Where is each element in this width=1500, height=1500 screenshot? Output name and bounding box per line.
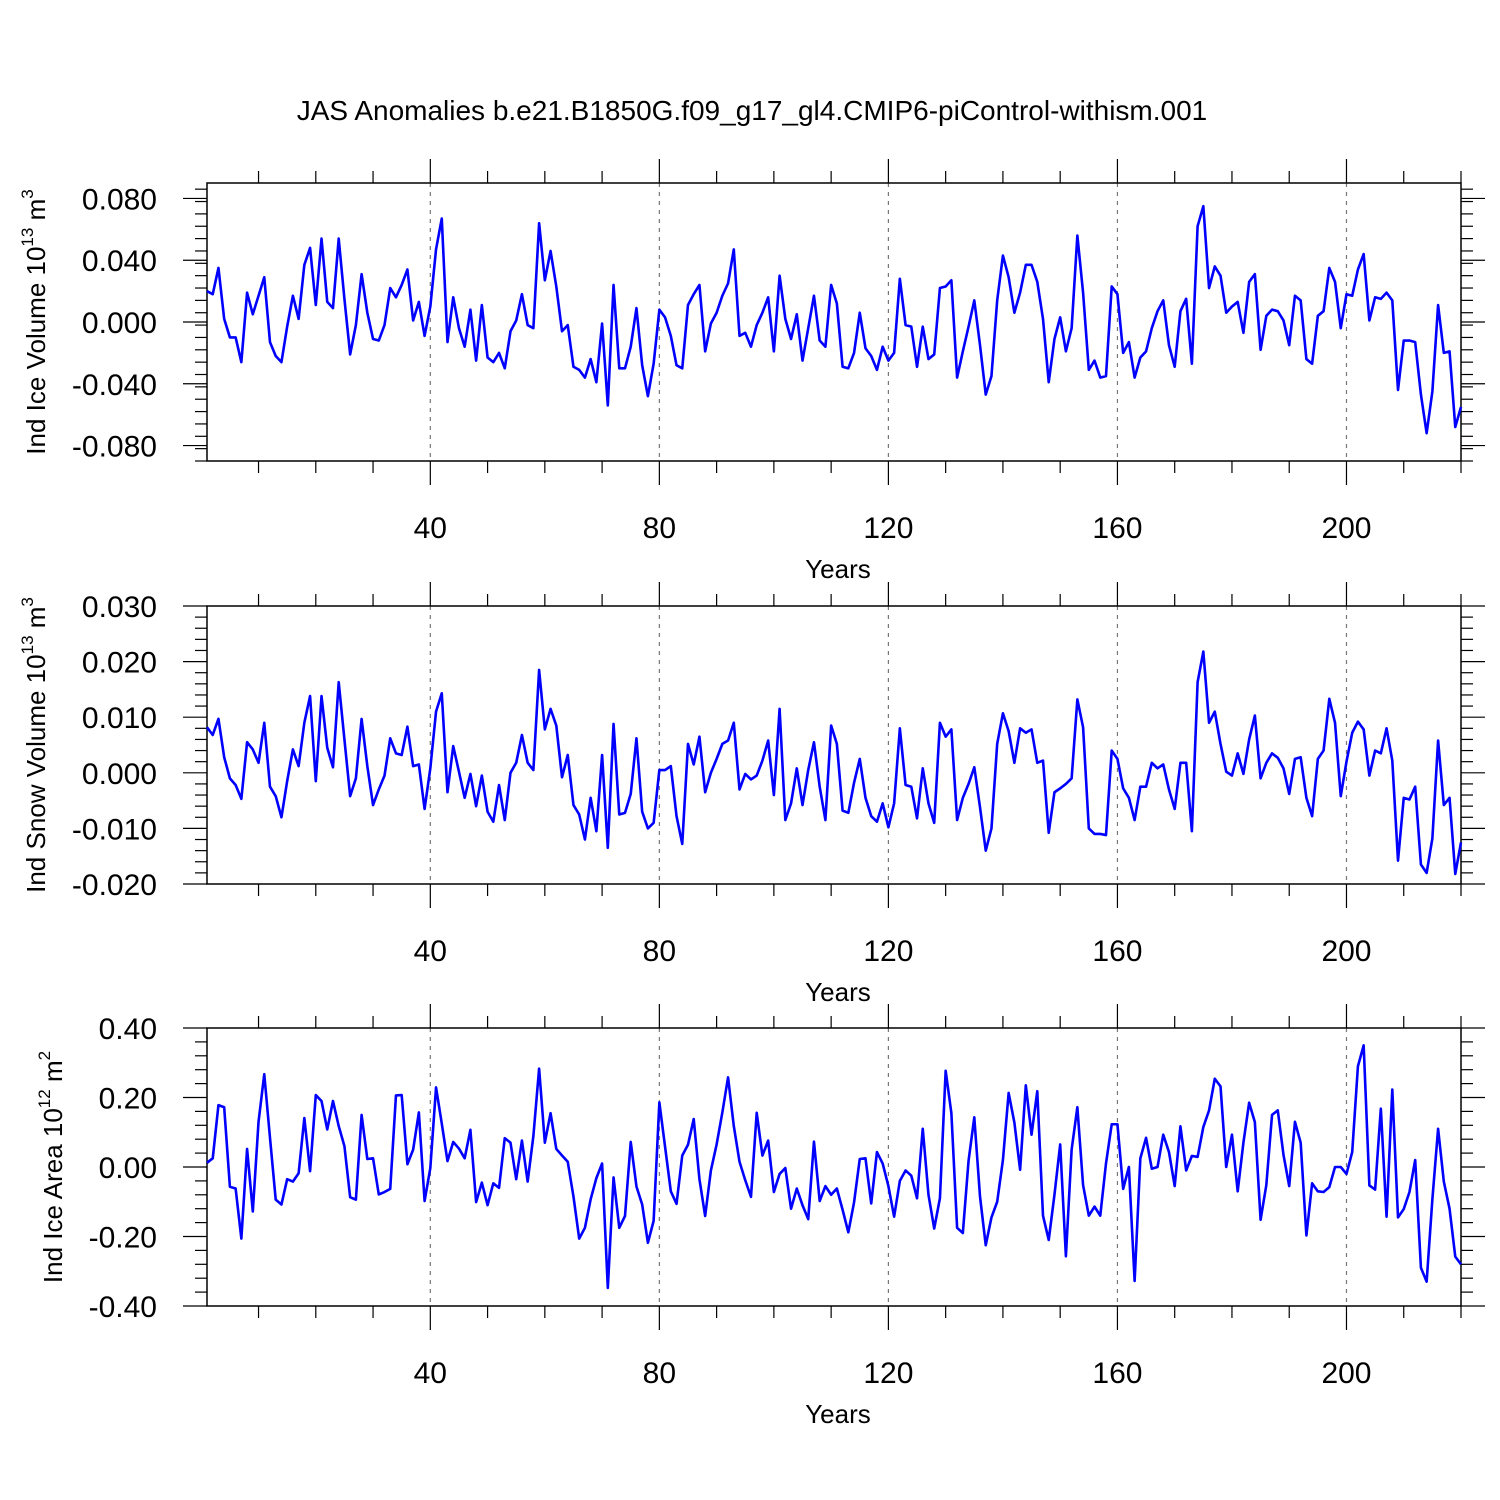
x-axis-label: Years xyxy=(805,1399,871,1429)
series-line xyxy=(206,1044,1463,1290)
y-tick-label: -0.080 xyxy=(72,431,157,464)
y-tick-label: 0.00 xyxy=(99,1152,157,1185)
panel-1: 40 80 120 160 200 -0.080 -0.040 0.000 0.040 0.080… xyxy=(18,159,1485,584)
x-tick-label: 200 xyxy=(1321,1357,1371,1390)
x-tick-label: 40 xyxy=(414,1357,447,1390)
x-tick-label: 40 xyxy=(414,512,447,545)
x-tick-label: 120 xyxy=(863,935,913,968)
panel-2: 40 80 120 160 200 -0.020 -0.010 0.000 0.010 0.020… xyxy=(18,582,1485,1007)
y-axis-label: Ind Snow Volume 1013 m3 xyxy=(18,597,51,893)
y-tick-label: -0.40 xyxy=(89,1291,157,1324)
x-tick-label: 40 xyxy=(414,935,447,968)
y-tick-label: 0.020 xyxy=(82,647,157,680)
x-tick-label: 80 xyxy=(643,512,676,545)
y-axis-label-ylabel-unit: m xyxy=(21,199,51,228)
x-tick-label: 80 xyxy=(643,935,676,968)
y-axis-label-ylabel-exp: 13 xyxy=(18,635,37,654)
x-axis-label: Years xyxy=(805,977,871,1007)
y-axis-label-ylabel-unit-exp: 3 xyxy=(18,189,37,198)
x-tick-label: 120 xyxy=(863,512,913,545)
series-line xyxy=(206,204,1463,435)
y-tick-label: 0.000 xyxy=(82,307,157,340)
y-axis-label-ylabel-unit: m xyxy=(21,607,51,636)
y-tick-label: 0.080 xyxy=(82,183,157,216)
y-axis-label-ylabel-unit: m xyxy=(38,1060,68,1089)
x-axis-label: Years xyxy=(805,554,871,584)
y-axis-label-ylabel-main: Ind Snow Volume 10 xyxy=(21,654,51,893)
x-tick-label: 120 xyxy=(863,1357,913,1390)
y-axis-label-ylabel-unit-exp: 3 xyxy=(18,597,37,606)
x-tick-label: 200 xyxy=(1321,512,1371,545)
y-axis-label-ylabel-main: Ind Ice Volume 10 xyxy=(21,247,51,455)
y-axis-label-ylabel-exp: 13 xyxy=(18,228,37,247)
y-axis-label-ylabel-unit-exp: 2 xyxy=(35,1051,54,1060)
y-axis-label-ylabel-main: Ind Ice Area 10 xyxy=(38,1108,68,1283)
y-tick-label: -0.040 xyxy=(72,369,157,402)
y-axis-label: Ind Ice Area 1012 m2 xyxy=(35,1051,68,1283)
y-axis-label-ylabel-exp: 12 xyxy=(35,1089,54,1108)
x-tick-label: 80 xyxy=(643,1357,676,1390)
panel-3: 40 80 120 160 200 -0.40 -0.20 0.00 0.20 0.40 Years… xyxy=(35,1004,1485,1429)
x-tick-label: 160 xyxy=(1092,512,1142,545)
y-tick-label: -0.010 xyxy=(72,813,157,846)
figure-title: JAS Anomalies b.e21.B1850G.f09_g17_gl4.C… xyxy=(297,95,1208,126)
y-tick-label: 0.40 xyxy=(99,1013,157,1046)
y-tick-label: 0.040 xyxy=(82,245,157,278)
y-tick-label: -0.020 xyxy=(72,869,157,902)
y-tick-label: 0.20 xyxy=(99,1083,157,1116)
series-line xyxy=(205,650,1463,876)
y-tick-label: 0.010 xyxy=(82,702,157,735)
y-tick-label: -0.20 xyxy=(89,1222,157,1255)
y-axis-label: Ind Ice Volume 1013 m3 xyxy=(18,189,51,454)
x-tick-label: 200 xyxy=(1321,935,1371,968)
x-tick-label: 160 xyxy=(1092,935,1142,968)
y-tick-label: 0.000 xyxy=(82,758,157,791)
panels: 40 80 120 160 200 -0.080 -0.040 0.000 0.040 0.080… xyxy=(18,159,1485,1429)
x-tick-label: 160 xyxy=(1092,1357,1142,1390)
plot-frame xyxy=(206,605,1462,885)
y-tick-label: 0.030 xyxy=(82,591,157,624)
